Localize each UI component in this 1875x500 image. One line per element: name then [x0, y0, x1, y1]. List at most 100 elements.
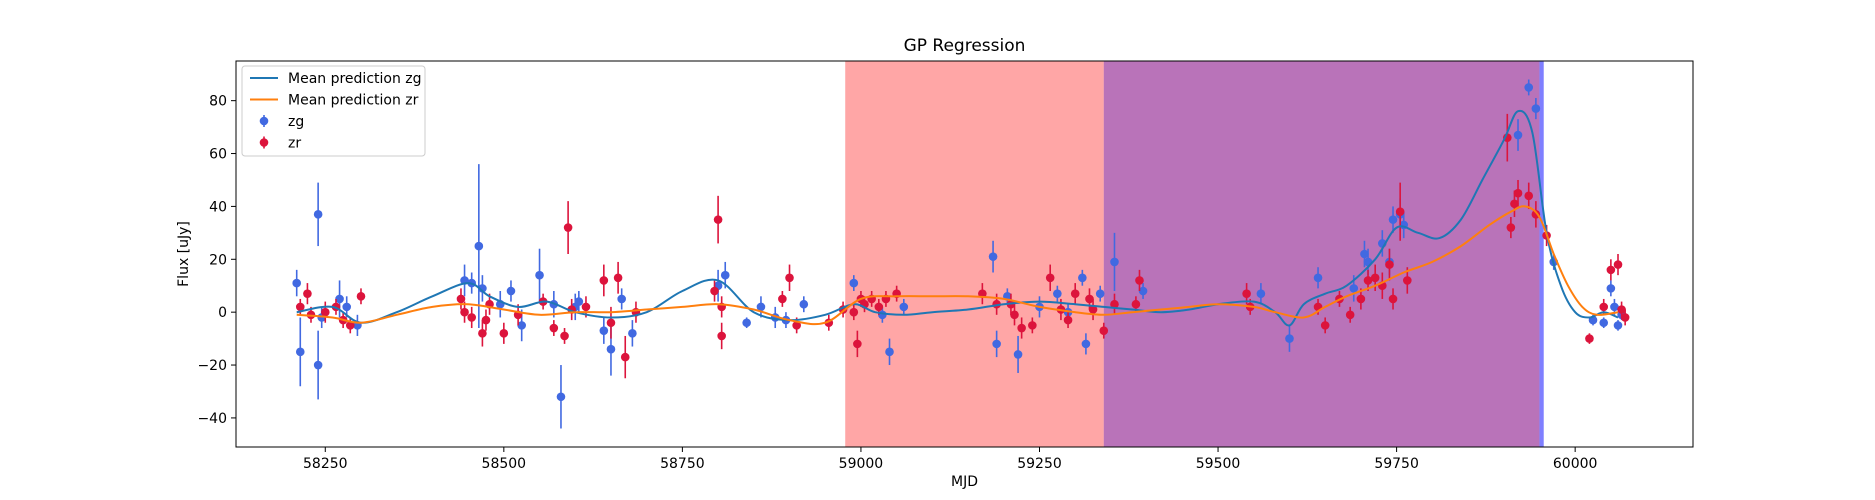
data-point-zr — [853, 339, 862, 349]
data-point-zg — [1313, 273, 1323, 283]
data-point-zg — [1513, 130, 1523, 140]
line-Mean prediction zr — [296, 205, 1619, 326]
y-tick-label: 80 — [209, 94, 227, 110]
x-tick-label: 59000 — [839, 456, 884, 472]
data-point-zg — [1388, 215, 1398, 224]
data-point-zr — [499, 329, 509, 338]
y-axis-ticks: −40 −20 0 20 40 60 80 — [197, 94, 236, 427]
legend-box — [241, 65, 426, 157]
legend-label: Mean prediction zr — [288, 93, 419, 109]
data-point-zr — [1510, 199, 1519, 209]
shaded-regions — [845, 61, 1544, 447]
data-point-zg — [599, 326, 609, 335]
data-point-zg — [1349, 284, 1359, 293]
data-point-zr — [1524, 191, 1534, 201]
data-point-zg — [799, 299, 809, 309]
x-axis-ticks: 58250 58500 58750 59000 59250 59500 59750 60000 — [303, 447, 1597, 472]
data-point-zr — [1070, 289, 1080, 298]
data-point-zr — [978, 289, 987, 298]
shaded-region-2 — [1103, 61, 1540, 447]
x-tick-label: 59750 — [1374, 456, 1419, 472]
data-point-zg — [628, 329, 637, 338]
data-point-zg — [720, 270, 730, 280]
data-point-zg — [1524, 83, 1534, 92]
legend-label: zg — [288, 114, 304, 130]
data-point-zr — [1388, 294, 1398, 304]
y-tick-label: 60 — [209, 147, 227, 163]
y-tick-label: 40 — [209, 199, 227, 215]
data-point-zr — [792, 321, 801, 330]
y-axis-label: Flux [uJy] — [176, 221, 192, 287]
data-point-zg — [1095, 289, 1105, 298]
legend-entry-Mean prediction zg: Mean prediction zg — [250, 71, 422, 87]
data-point-zr — [1085, 294, 1094, 304]
data-point-zr — [1403, 276, 1412, 285]
data-point-zr — [320, 307, 330, 317]
data-point-zr — [467, 313, 476, 322]
data-point-zr — [1620, 313, 1630, 322]
x-tick-label: 58250 — [303, 456, 348, 472]
x-tick-label: 60000 — [1553, 456, 1598, 472]
data-point-zr — [481, 315, 491, 325]
data-point-zr — [1099, 326, 1109, 335]
shaded-region-3 — [1539, 61, 1544, 447]
data-point-zg — [1285, 334, 1294, 343]
data-point-zg — [617, 294, 626, 304]
data-point-zg — [335, 294, 344, 304]
data-point-zr — [1242, 289, 1251, 298]
data-point-zg — [1110, 257, 1119, 267]
data-point-zr — [295, 302, 305, 312]
data-point-zg — [899, 302, 909, 312]
data-point-zg — [1138, 286, 1148, 296]
y-tick-label: −20 — [197, 358, 227, 374]
data-point-zr — [581, 302, 591, 312]
data-point-zg — [474, 241, 484, 251]
x-axis-label: MJD — [951, 474, 978, 490]
data-point-zg — [1599, 318, 1609, 328]
data-point-zg — [1360, 249, 1369, 259]
data-point-zg — [574, 297, 584, 306]
data-point-zr — [1356, 294, 1366, 304]
data-point-zr — [710, 286, 719, 296]
data-point-zr — [606, 318, 616, 328]
data-point-zr — [1385, 260, 1394, 269]
y-tick-label: −40 — [197, 411, 227, 427]
plot-frame — [235, 60, 1694, 448]
legend-entry-zr: zr — [259, 136, 301, 152]
data-point-zg — [1531, 104, 1541, 113]
data-point-zg — [885, 347, 894, 357]
data-point-zr — [1370, 273, 1380, 283]
data-point-zr — [1045, 273, 1055, 283]
data-point-zr — [456, 294, 466, 304]
data-point-zg — [535, 270, 544, 280]
data-point-zg — [1078, 273, 1087, 283]
data-point-zr — [620, 352, 630, 362]
y-tick-label: 20 — [209, 252, 227, 268]
data-point-zg — [988, 252, 998, 261]
data-point-zg — [517, 321, 526, 330]
data-point-zg — [1613, 321, 1623, 330]
data-point-zg — [556, 392, 566, 402]
data-point-zg — [1610, 302, 1619, 312]
mean-prediction-lines — [296, 109, 1619, 327]
legend-entry-Mean prediction zr: Mean prediction zr — [250, 93, 419, 109]
data-point-zr — [1088, 305, 1098, 314]
legend-entry-zg: zg — [259, 114, 304, 130]
data-point-zr — [356, 292, 366, 301]
legend-label: Mean prediction zg — [288, 71, 422, 87]
line-Mean prediction zg — [296, 109, 1619, 327]
data-point-zr — [345, 321, 355, 330]
data-point-zr — [1110, 299, 1119, 309]
data-point-zg — [506, 286, 516, 296]
data-point-zr — [1017, 323, 1026, 333]
data-point-zg — [478, 284, 487, 293]
data-point-zr — [785, 273, 794, 283]
data-point-zr — [563, 223, 573, 232]
data-point-zr — [1606, 265, 1616, 275]
data-point-zr — [1131, 299, 1141, 309]
data-point-zr — [717, 331, 726, 341]
data-point-zr — [713, 215, 723, 224]
legend-marker-swatch — [259, 116, 269, 126]
data-point-zr — [1028, 321, 1037, 330]
